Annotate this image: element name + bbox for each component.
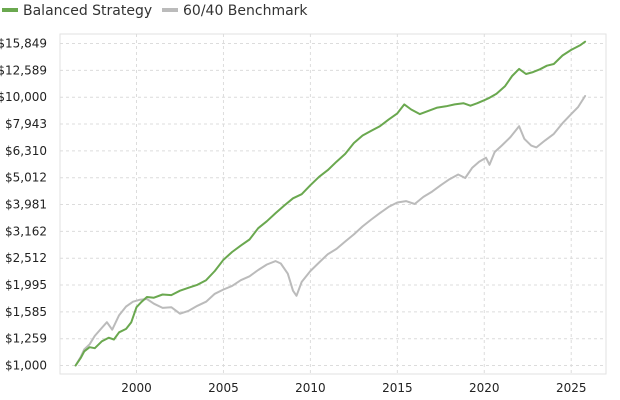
x-tick-label: 2015 [382,381,413,395]
y-tick-label: $10,000 [0,90,47,104]
legend-label-balanced-strategy: Balanced Strategy [23,3,152,19]
y-tick-label: $3,981 [5,198,47,212]
y-tick-label: $2,512 [5,251,47,265]
x-tick-label: 2010 [295,381,326,395]
plot-border [59,33,607,375]
legend-label-60-40-benchmark: 60/40 Benchmark [183,3,308,19]
chart-legend: Balanced Strategy 60/40 Benchmark [2,3,308,19]
x-tick-label: 2000 [121,381,152,395]
plot-area: $1,000 $1,259 $1,585 $1,995 $2,512 $3,162 $3,9… [0,33,607,395]
series-line-60-40-benchmark [74,95,587,367]
y-tick-label: $5,012 [5,171,47,185]
y-tick-label: $3,162 [5,224,47,238]
series-line-balanced-strategy [74,40,587,367]
y-tick-label: $1,585 [5,305,47,319]
y-tick-label: $6,310 [5,144,47,158]
y-tick-label: $1,995 [5,278,47,292]
y-tick-label: $7,943 [5,117,47,131]
y-tick-label: $1,259 [5,332,47,346]
x-tick-label: 2025 [556,381,587,395]
y-tick-label: $15,849 [0,37,47,51]
x-tick-label: 2020 [469,381,500,395]
y-tick-label: $1,000 [5,359,47,373]
x-tick-label: 2005 [208,381,239,395]
y-tick-label: $12,589 [0,63,47,77]
